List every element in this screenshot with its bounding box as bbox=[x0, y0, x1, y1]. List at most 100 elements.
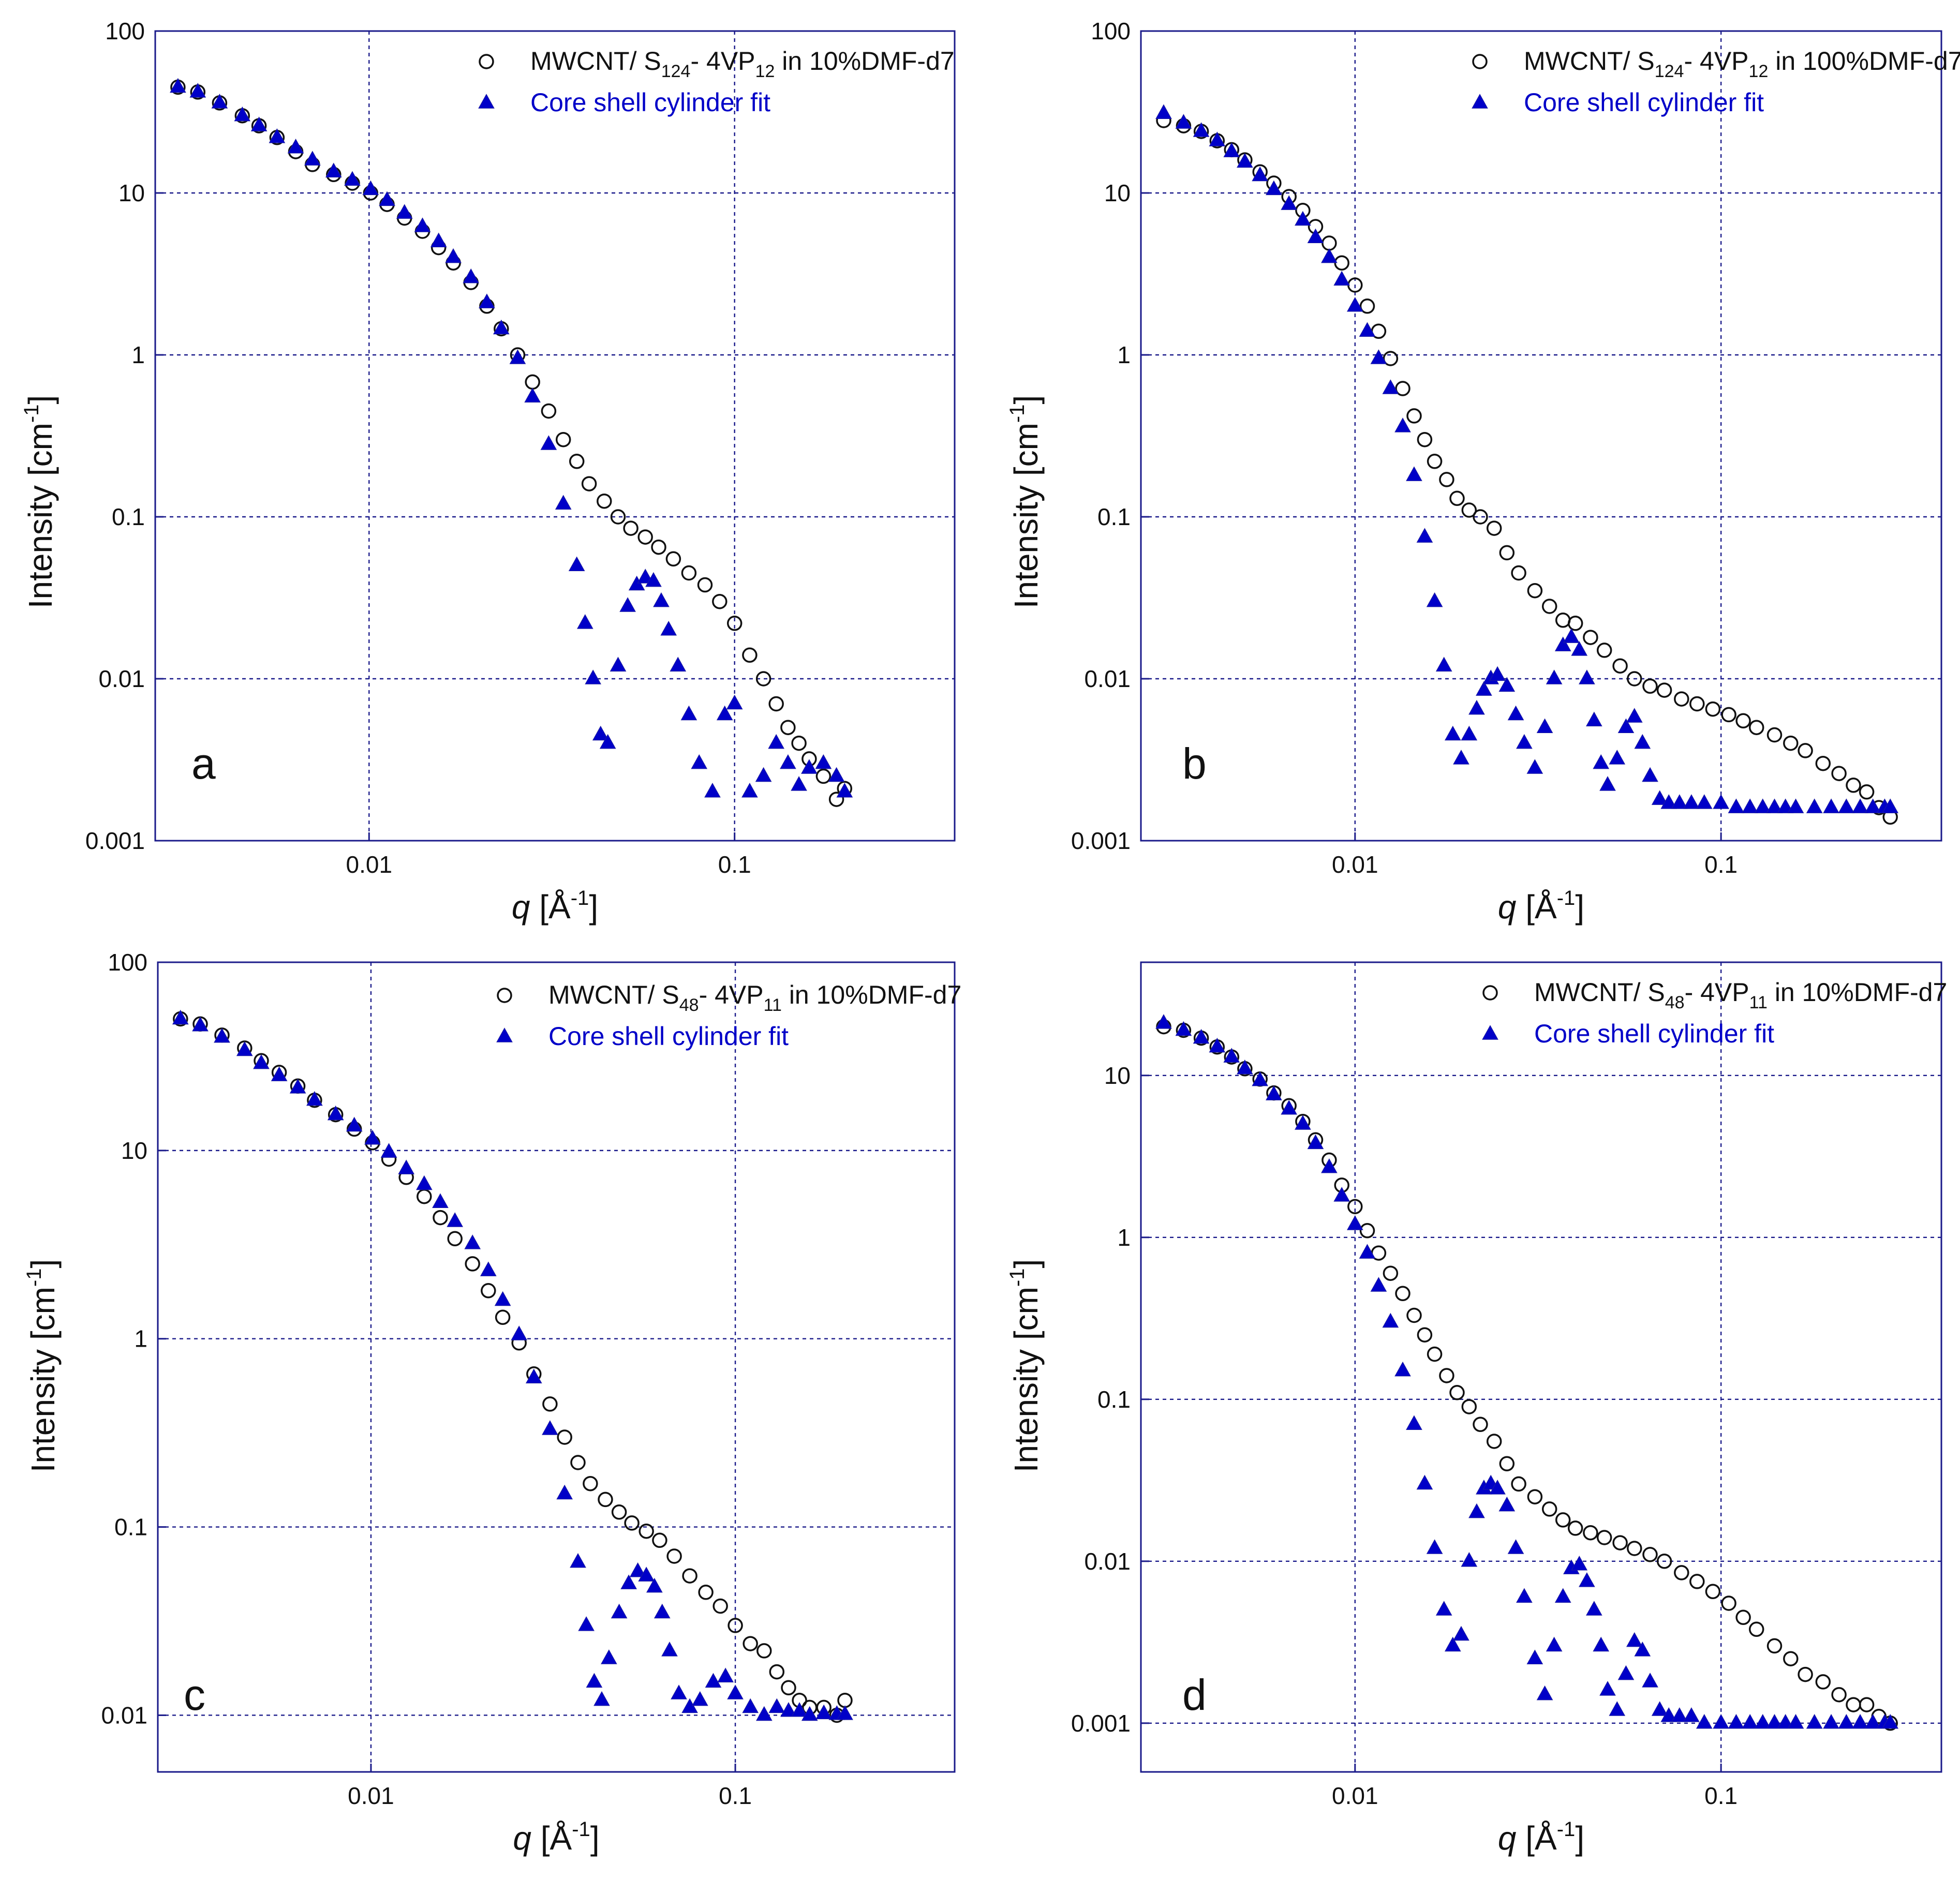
data-point-sample bbox=[1642, 1547, 1658, 1562]
data-point-fit bbox=[432, 1193, 449, 1208]
y-axis-label-exp: -1 bbox=[23, 1268, 46, 1287]
y-axis-label-exp: -1 bbox=[1006, 404, 1029, 423]
data-point-fit bbox=[742, 1698, 759, 1713]
data-point-fit bbox=[556, 1484, 573, 1500]
data-point-fit bbox=[1754, 798, 1771, 813]
data-point-fit bbox=[1223, 1048, 1240, 1063]
plot-frame bbox=[1140, 30, 1942, 842]
data-point-sample bbox=[1783, 735, 1799, 751]
data-point-fit bbox=[654, 1603, 671, 1619]
data-point-fit bbox=[364, 1130, 381, 1145]
data-point-fit bbox=[1626, 708, 1643, 723]
data-point-fit bbox=[836, 783, 853, 798]
data-point-fit bbox=[540, 435, 557, 450]
legend-entry-sample: MWCNT/ S124- 4VP12 in 10%DMF-d7 bbox=[530, 47, 955, 81]
data-point-fit bbox=[1416, 528, 1433, 543]
data-point-fit bbox=[1586, 1601, 1602, 1616]
data-point-sample bbox=[1383, 1265, 1399, 1281]
data-point-sample bbox=[1831, 766, 1847, 781]
x-axis-label-close: ] bbox=[1575, 888, 1584, 926]
data-point-fit bbox=[362, 180, 379, 196]
data-point-fit bbox=[1476, 681, 1492, 696]
data-point-fit bbox=[1651, 1701, 1668, 1716]
data-point-sample bbox=[542, 1396, 558, 1412]
data-point-sample bbox=[1395, 381, 1410, 396]
data-point-fit bbox=[415, 1175, 433, 1190]
data-point-fit bbox=[1321, 248, 1338, 263]
data-point-fit bbox=[1209, 131, 1226, 146]
data-point-sample bbox=[1859, 1697, 1875, 1712]
data-point-fit bbox=[1683, 1707, 1700, 1722]
data-point-fit bbox=[1468, 1503, 1485, 1518]
data-point-sample bbox=[569, 454, 585, 469]
data-point-fit bbox=[480, 1261, 497, 1276]
data-point-fit bbox=[1660, 794, 1677, 809]
data-point-sample bbox=[742, 647, 758, 663]
data-point-fit bbox=[1252, 166, 1269, 182]
legend-marker-fit bbox=[1472, 94, 1488, 109]
data-point-fit bbox=[815, 754, 832, 769]
data-point-sample bbox=[791, 735, 807, 751]
data-point-fit bbox=[1852, 1714, 1868, 1729]
data-point-fit bbox=[479, 293, 495, 308]
legend-sub1: 48 bbox=[1665, 993, 1685, 1012]
y-axis-label: Intensity [cm-1] bbox=[20, 395, 59, 609]
data-point-fit bbox=[1593, 754, 1610, 769]
x-axis-label-exp: -1 bbox=[1557, 1818, 1576, 1841]
legend-suffix: in 10%DMF-d7 bbox=[1768, 978, 1947, 1007]
data-point-sample bbox=[768, 696, 784, 712]
data-point-fit bbox=[1453, 1626, 1469, 1641]
x-tick-label: 0.01 bbox=[1332, 851, 1378, 878]
data-point-fit bbox=[1864, 1714, 1881, 1729]
data-point-fit bbox=[1728, 798, 1745, 813]
y-tick-label: 100 bbox=[105, 18, 145, 44]
data-point-fit bbox=[289, 1079, 306, 1094]
data-point-fit bbox=[253, 1054, 270, 1069]
y-tick-label: 1 bbox=[1117, 1224, 1131, 1251]
y-axis-label-main: Intensity [cm bbox=[22, 423, 59, 608]
legend-mid: - 4VP bbox=[1684, 47, 1748, 76]
data-point-fit bbox=[1237, 153, 1253, 168]
data-point-fit bbox=[705, 1673, 722, 1688]
legend-marker-fit bbox=[1482, 1025, 1498, 1040]
data-point-fit bbox=[1516, 1588, 1533, 1603]
panel-letter: a bbox=[191, 739, 216, 788]
data-point-fit bbox=[646, 1577, 663, 1593]
data-point-fit bbox=[1461, 1552, 1478, 1567]
data-point-fit bbox=[271, 1066, 288, 1081]
data-point-sample bbox=[583, 1475, 598, 1492]
data-point-fit bbox=[1333, 271, 1350, 286]
data-point-fit bbox=[1307, 228, 1324, 244]
data-point-sample bbox=[1486, 1434, 1502, 1449]
data-point-sample bbox=[1705, 701, 1721, 717]
y-tick-label: 10 bbox=[121, 1137, 147, 1164]
y-axis-label-main: Intensity [cm bbox=[24, 1287, 62, 1472]
legend-sub1: 124 bbox=[1655, 62, 1684, 81]
x-tick-label: 0.01 bbox=[348, 1782, 394, 1809]
data-point-fit bbox=[287, 138, 304, 154]
data-point-fit bbox=[1823, 798, 1839, 813]
data-point-fit bbox=[576, 614, 593, 629]
data-point-fit bbox=[1394, 417, 1411, 433]
data-point-fit bbox=[1754, 1714, 1771, 1729]
data-point-fit bbox=[661, 1642, 678, 1657]
data-point-sample bbox=[598, 1492, 613, 1508]
data-point-fit bbox=[653, 592, 670, 607]
legend-marker-sample bbox=[479, 54, 494, 69]
data-point-fit bbox=[716, 705, 733, 721]
data-point-fit bbox=[1852, 798, 1868, 813]
data-point-fit bbox=[1155, 1014, 1172, 1029]
data-point-sample bbox=[1815, 1674, 1831, 1690]
y-axis-label: Intensity [cm-1] bbox=[23, 1259, 62, 1473]
data-point-fit bbox=[1742, 1714, 1758, 1729]
data-point-fit bbox=[1536, 718, 1553, 733]
data-point-sample bbox=[1612, 1535, 1628, 1550]
data-point-sample bbox=[1735, 713, 1751, 729]
x-axis-label-exp: -1 bbox=[1557, 887, 1576, 909]
data-point-sample bbox=[1735, 1609, 1751, 1626]
data-point-fit bbox=[1660, 1707, 1677, 1722]
y-tick-label: 0.1 bbox=[112, 503, 145, 530]
data-point-sample bbox=[1449, 1385, 1465, 1400]
data-point-fit bbox=[768, 1698, 785, 1713]
